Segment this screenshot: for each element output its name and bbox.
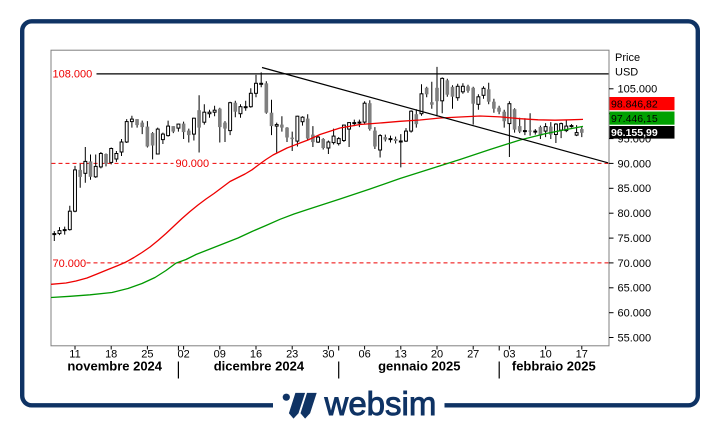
- svg-text:03: 03: [503, 349, 515, 361]
- svg-text:27: 27: [467, 349, 479, 361]
- svg-text:65.000: 65.000: [618, 283, 652, 295]
- svg-text:90.000: 90.000: [176, 158, 210, 170]
- svg-text:98.846,82: 98.846,82: [611, 99, 658, 111]
- svg-text:06: 06: [358, 349, 370, 361]
- svg-text:16: 16: [250, 349, 262, 361]
- svg-text:25: 25: [141, 349, 153, 361]
- svg-text:80.000: 80.000: [618, 208, 652, 220]
- svg-text:17: 17: [576, 349, 588, 361]
- svg-text:websim: websim: [324, 385, 437, 422]
- svg-text:90.000: 90.000: [618, 158, 652, 170]
- svg-text:23: 23: [286, 349, 298, 361]
- svg-text:09: 09: [214, 349, 226, 361]
- svg-text:96.155,99: 96.155,99: [611, 127, 658, 139]
- svg-text:55.000: 55.000: [618, 332, 652, 344]
- svg-text:13: 13: [395, 349, 407, 361]
- svg-text:febbraio 2025: febbraio 2025: [512, 359, 596, 374]
- svg-text:gennaio 2025: gennaio 2025: [378, 359, 460, 374]
- svg-text:105.000: 105.000: [618, 84, 658, 96]
- svg-text:30: 30: [322, 349, 334, 361]
- svg-text:USD: USD: [615, 67, 638, 79]
- svg-text:108.000: 108.000: [53, 68, 93, 80]
- svg-text:10: 10: [539, 349, 551, 361]
- svg-text:11: 11: [69, 349, 80, 361]
- svg-text:60.000: 60.000: [618, 308, 652, 320]
- svg-text:85.000: 85.000: [618, 183, 652, 195]
- svg-text:75.000: 75.000: [618, 233, 652, 245]
- svg-text:70.000: 70.000: [618, 258, 652, 270]
- svg-text:novembre 2024: novembre 2024: [67, 359, 162, 374]
- svg-text:18: 18: [105, 349, 117, 361]
- svg-text:dicembre 2024: dicembre 2024: [214, 359, 305, 374]
- svg-text:70.000: 70.000: [53, 258, 87, 270]
- svg-text:Price: Price: [615, 52, 640, 64]
- svg-text:02: 02: [177, 349, 189, 361]
- svg-text:97.446,15: 97.446,15: [611, 113, 658, 125]
- svg-text:20: 20: [431, 349, 443, 361]
